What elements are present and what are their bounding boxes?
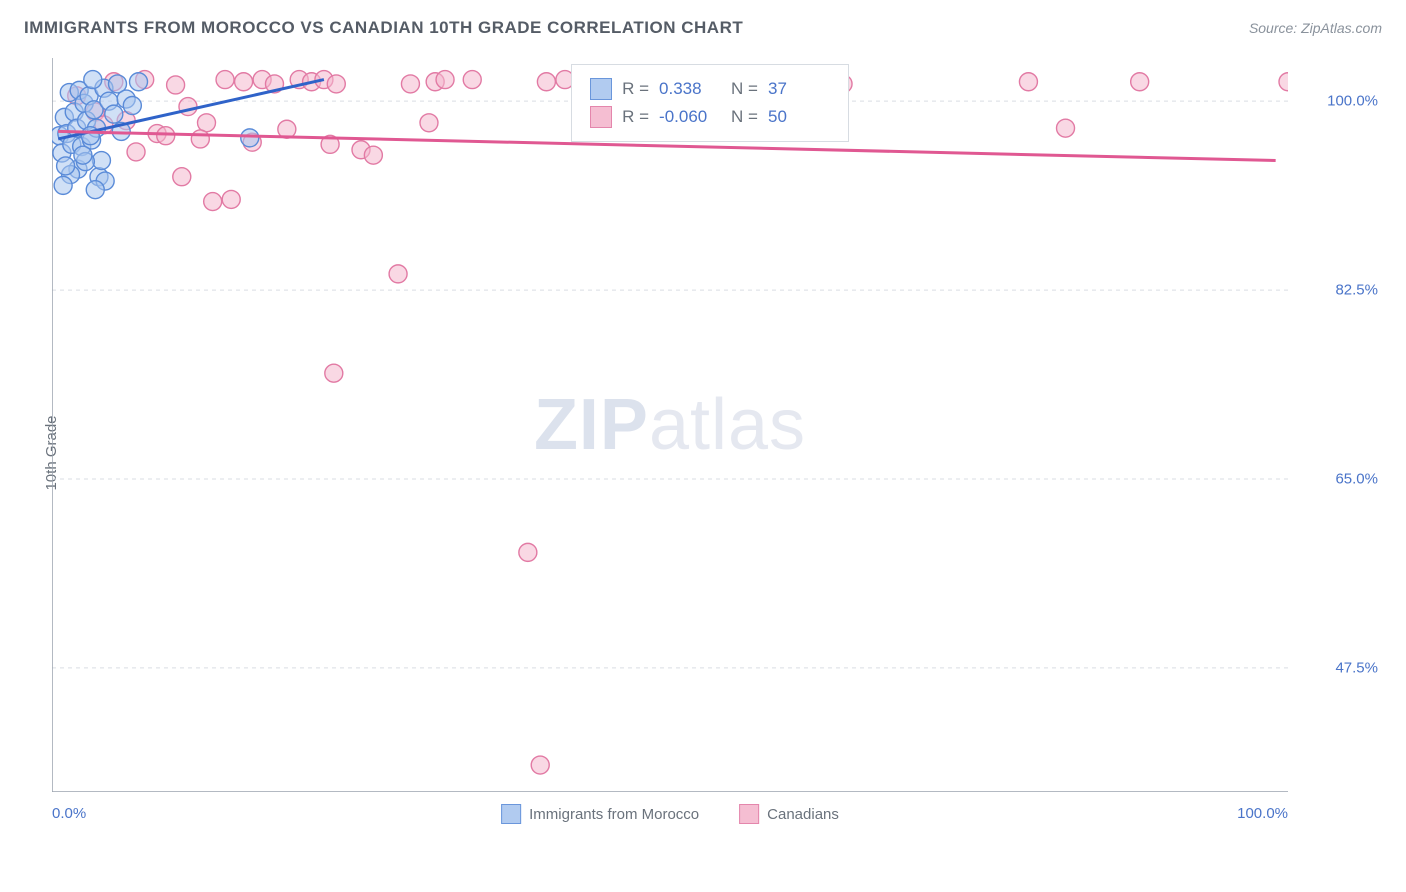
data-point [123, 96, 141, 114]
stats-row: R = 0.338N = 37 [590, 75, 830, 103]
data-point [235, 73, 253, 91]
data-point [436, 71, 454, 89]
legend-swatch [739, 804, 759, 824]
data-point [1019, 73, 1037, 91]
data-point [537, 73, 555, 91]
data-point [420, 114, 438, 132]
legend-swatch [590, 106, 612, 128]
data-point [130, 73, 148, 91]
bottom-legend: Immigrants from Morocco Canadians [501, 804, 839, 824]
chart-svg [52, 58, 1288, 792]
data-point [1057, 119, 1075, 137]
data-point [519, 543, 537, 561]
data-point [57, 157, 75, 175]
data-point [74, 146, 92, 164]
data-point [157, 127, 175, 145]
data-point [401, 75, 419, 93]
data-point [86, 181, 104, 199]
data-point [531, 756, 549, 774]
legend-swatch [501, 804, 521, 824]
data-point [198, 114, 216, 132]
y-tick-label: 82.5% [1298, 282, 1378, 299]
data-point [54, 176, 72, 194]
stats-legend-box: R = 0.338N = 37R = -0.060N = 50 [571, 64, 849, 142]
data-point [167, 76, 185, 94]
data-point [204, 193, 222, 211]
y-tick-label: 47.5% [1298, 659, 1378, 676]
data-point [127, 143, 145, 161]
data-point [463, 71, 481, 89]
legend-label: Immigrants from Morocco [529, 806, 699, 823]
data-point [364, 146, 382, 164]
data-point [84, 71, 102, 89]
source-label: Source: ZipAtlas.com [1249, 20, 1382, 36]
data-point [327, 75, 345, 93]
chart-container: 10th Grade ZIPatlas R = 0.338N = 37R = -… [38, 58, 1386, 848]
chart-title: IMMIGRANTS FROM MOROCCO VS CANADIAN 10TH… [24, 18, 743, 38]
x-tick-label: 100.0% [1237, 805, 1288, 822]
data-point [325, 364, 343, 382]
data-point [216, 71, 234, 89]
data-point [173, 168, 191, 186]
x-tick-label: 0.0% [52, 805, 86, 822]
y-tick-label: 100.0% [1298, 93, 1378, 110]
data-point [92, 152, 110, 170]
y-tick-label: 65.0% [1298, 470, 1378, 487]
data-point [389, 265, 407, 283]
plot-area: ZIPatlas R = 0.338N = 37R = -0.060N = 50… [52, 58, 1288, 792]
data-point [222, 190, 240, 208]
data-point [1131, 73, 1149, 91]
legend-swatch [590, 78, 612, 100]
legend-item: Immigrants from Morocco [501, 804, 699, 824]
legend-label: Canadians [767, 806, 839, 823]
data-point [191, 130, 209, 148]
data-point [105, 105, 123, 123]
legend-item: Canadians [739, 804, 839, 824]
stats-row: R = -0.060N = 50 [590, 103, 830, 131]
data-point [1279, 73, 1288, 91]
data-point [241, 129, 259, 147]
